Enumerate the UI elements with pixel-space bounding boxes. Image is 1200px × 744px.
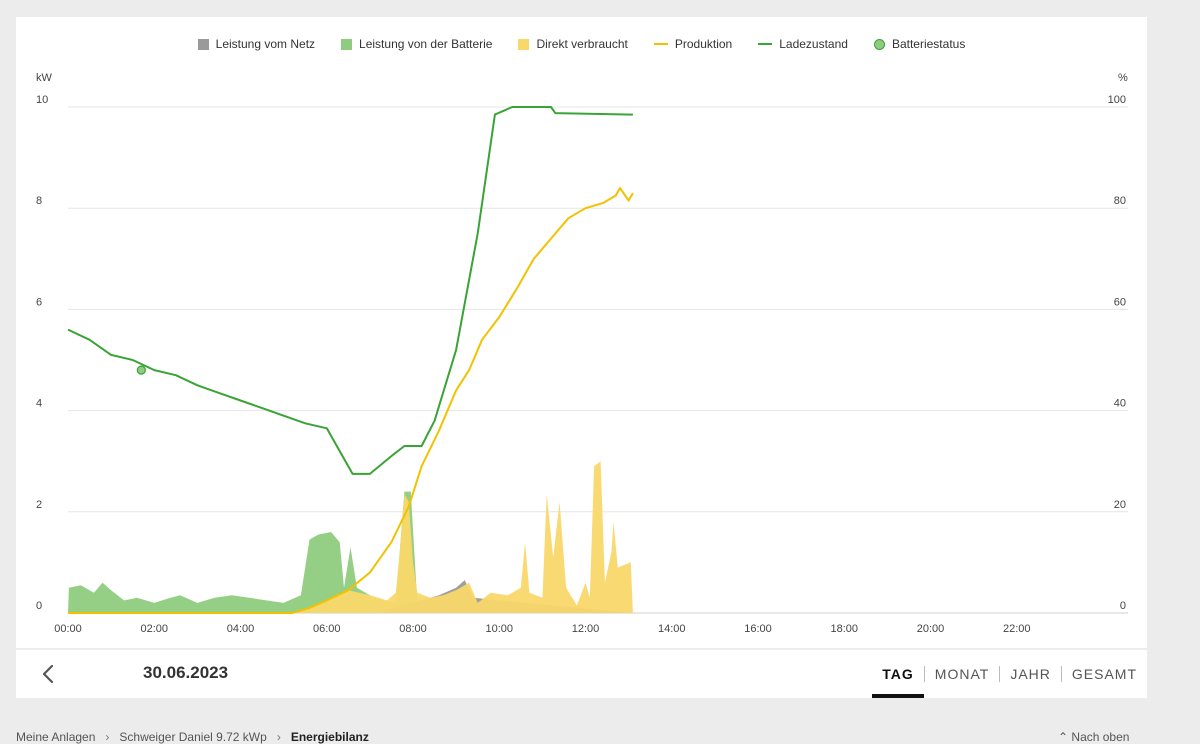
x-tick-label: 20:00 <box>917 623 945 635</box>
x-tick-label: 14:00 <box>658 623 686 635</box>
breadcrumb-link-plant[interactable]: Schweiger Daniel 9.72 kWp <box>119 730 267 744</box>
legend-item-battery-status[interactable]: Batteriestatus <box>873 36 966 52</box>
legend-item-battery-power[interactable]: Leistung von der Batterie <box>341 36 492 52</box>
chart-legend: Leistung vom Netz Leistung von der Batte… <box>16 36 1147 52</box>
line-series-produktion <box>68 187 634 614</box>
tab-day[interactable]: TAG <box>872 650 924 698</box>
x-tick-label: 12:00 <box>572 623 600 635</box>
chevron-left-icon <box>42 664 54 684</box>
arrow-up-icon: ⌃ <box>1058 730 1069 744</box>
x-tick-label: 08:00 <box>399 623 427 635</box>
tab-total[interactable]: GESAMT <box>1071 666 1137 682</box>
x-tick-label: 00:00 <box>54 623 82 635</box>
breadcrumb-current: Energiebilanz <box>290 730 369 744</box>
legend-item-production[interactable]: Produktion <box>653 36 733 52</box>
breadcrumb-separator: › <box>276 730 281 744</box>
current-date: 30.06.2023 <box>143 663 229 682</box>
period-tabs: TAG MONAT JAHR GESAMT <box>872 650 1147 698</box>
x-tick-label: 10:00 <box>485 623 513 635</box>
tab-month[interactable]: MONAT <box>934 666 990 682</box>
x-tick-label: 02:00 <box>140 623 168 635</box>
back-to-top-label: Nach oben <box>1071 730 1130 744</box>
tab-divider <box>1060 666 1062 682</box>
y-axis-right-unit: % <box>1118 72 1128 84</box>
y-tick-left: 8 <box>36 195 42 207</box>
tab-divider <box>999 666 1001 682</box>
legend-swatch <box>341 38 353 50</box>
legend-item-charge-state[interactable]: Ladezustand <box>758 36 848 52</box>
y-tick-left: 2 <box>36 499 42 511</box>
y-tick-right: 0 <box>1120 600 1126 612</box>
tab-divider <box>923 666 925 682</box>
breadcrumb-separator: › <box>105 730 110 744</box>
tab-year[interactable]: JAHR <box>1010 666 1051 682</box>
y-axis-left-unit: kW <box>36 72 52 84</box>
legend-swatch <box>758 43 773 45</box>
y-tick-right: 100 <box>1108 94 1126 106</box>
legend-label: Produktion <box>674 37 733 51</box>
legend-item-direct-consumed[interactable]: Direkt verbraucht <box>518 36 628 52</box>
legend-label: Ladezustand <box>779 37 848 51</box>
legend-label: Direkt verbraucht <box>536 37 628 51</box>
legend-label: Leistung von der Batterie <box>359 37 493 51</box>
legend-swatch <box>518 38 530 50</box>
x-tick-label: 06:00 <box>313 623 341 635</box>
y-tick-right: 80 <box>1114 195 1126 207</box>
legend-label: Batteriestatus <box>891 37 966 51</box>
line-series-ladezustand <box>67 106 633 475</box>
x-tick-label: 18:00 <box>830 623 858 635</box>
x-tick-label: 04:00 <box>227 623 255 635</box>
x-tick-label: 22:00 <box>1003 623 1031 635</box>
y-tick-left: 6 <box>36 296 42 308</box>
y-tick-left: 4 <box>36 398 42 410</box>
period-navigation: 30.06.2023 TAG MONAT JAHR GESAMT <box>16 650 1147 698</box>
y-tick-left: 10 <box>36 94 48 106</box>
breadcrumb-link-plants[interactable]: Meine Anlagen <box>16 730 96 744</box>
area-series-leistung-von-der-batterie <box>68 491 633 613</box>
legend-swatch <box>873 38 885 50</box>
chart-card: Leistung vom Netz Leistung von der Batte… <box>16 17 1147 648</box>
legend-swatch <box>197 38 209 50</box>
y-tick-right: 20 <box>1114 499 1126 511</box>
back-to-top-link[interactable]: ⌃ Nach oben <box>1058 730 1129 744</box>
y-tick-right: 40 <box>1114 398 1126 410</box>
previous-day-button[interactable] <box>36 661 60 687</box>
legend-swatch <box>653 43 668 45</box>
y-tick-right: 60 <box>1114 296 1126 308</box>
legend-label: Leistung vom Netz <box>215 37 316 51</box>
battery-status-marker <box>136 365 146 375</box>
y-tick-left: 0 <box>36 600 42 612</box>
breadcrumb: Meine Anlagen › Schweiger Daniel 9.72 kWp ›… <box>16 730 369 744</box>
legend-item-grid[interactable]: Leistung vom Netz <box>197 36 316 52</box>
x-tick-label: 16:00 <box>744 623 772 635</box>
